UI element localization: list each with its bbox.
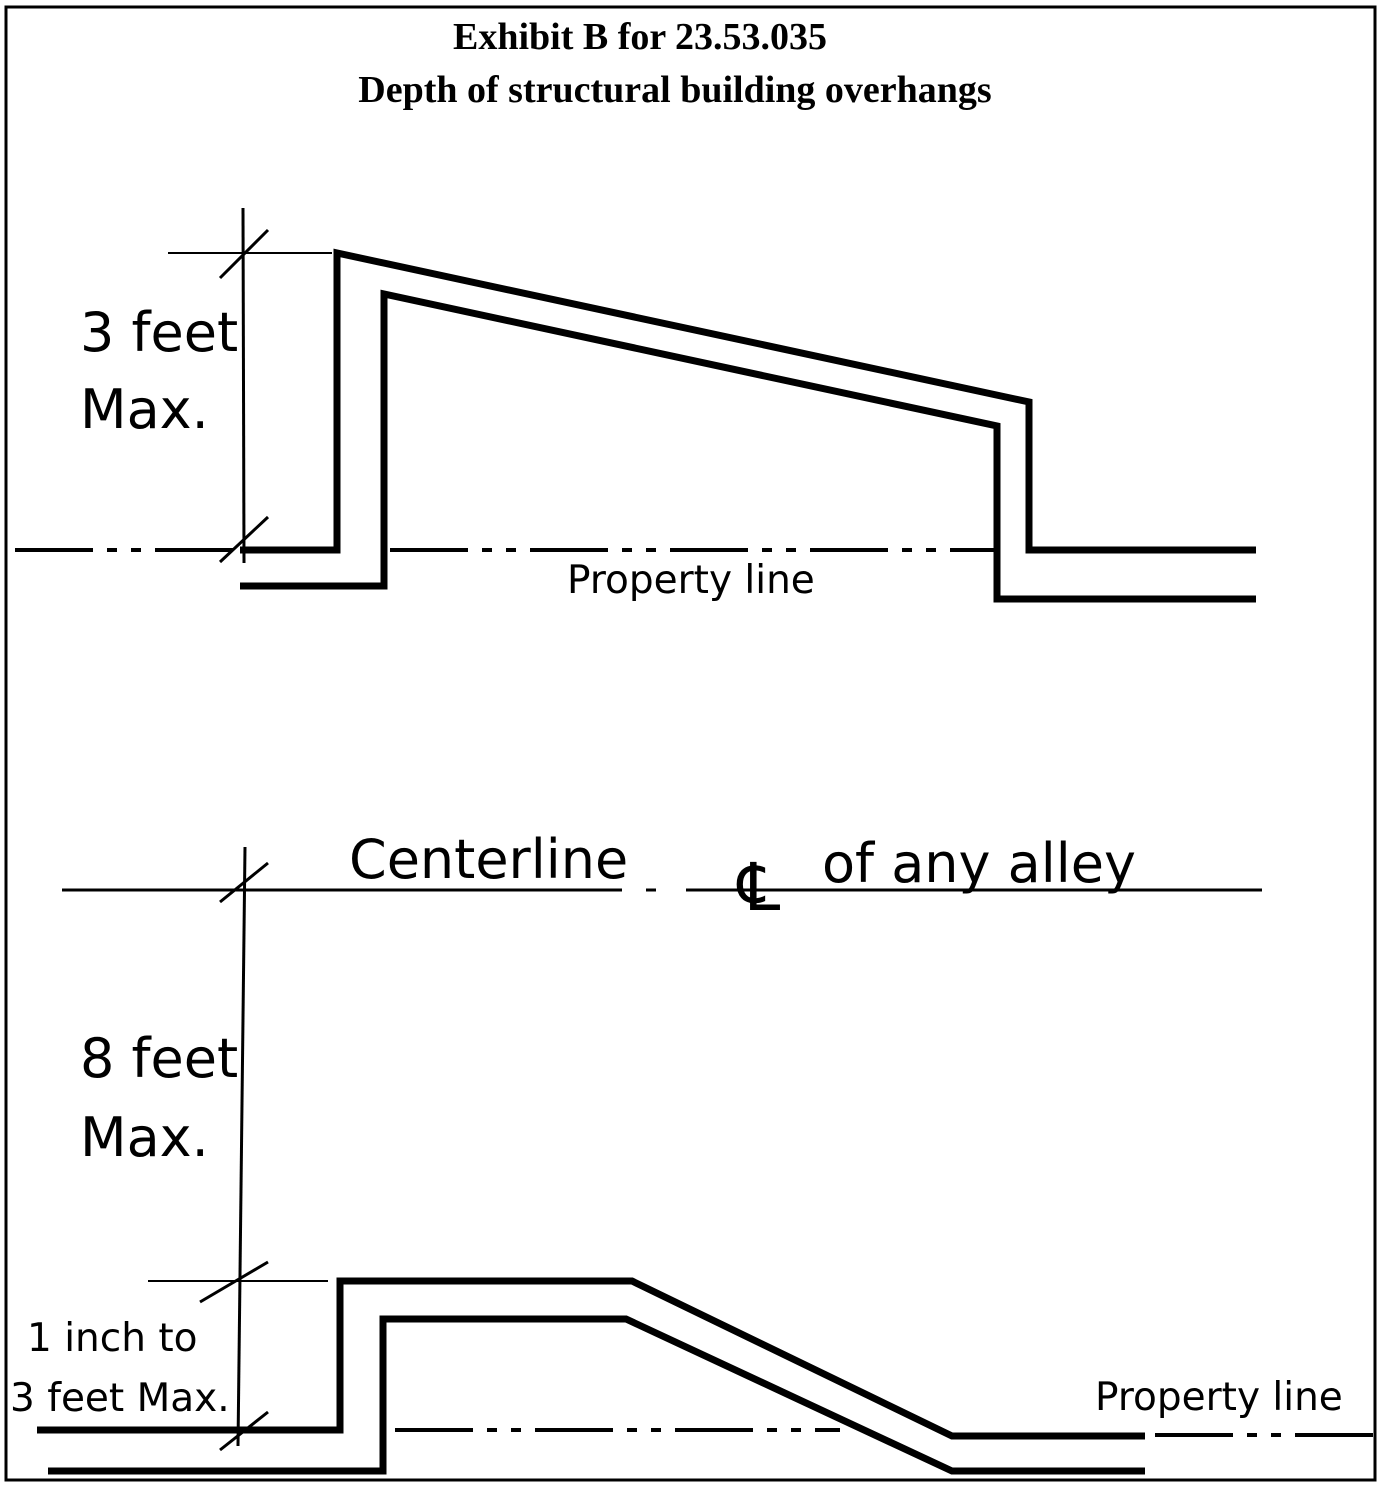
alley-dimension-label-1: 8 feet xyxy=(80,1027,238,1090)
top-property-line-label: Property line xyxy=(567,558,815,603)
alley-label: of any alley xyxy=(822,832,1136,895)
bottom-overhang-diagram: Centerline ℄ of any alley 8 feet Max. 1 … xyxy=(10,828,1375,1475)
bottom-inner-wall xyxy=(48,1315,1145,1475)
top-inner-wall xyxy=(240,289,1256,603)
overhang-tick-upper xyxy=(199,1260,269,1304)
overhang-dimension-label-1: 1 inch to xyxy=(27,1316,197,1361)
alley-dimension-label-2: Max. xyxy=(80,1106,209,1169)
top-tick-lower xyxy=(218,515,270,564)
exhibit-subtitle: Depth of structural building overhangs xyxy=(358,69,991,111)
top-dimension-label-2: Max. xyxy=(80,378,209,441)
figure-border xyxy=(4,5,1377,1482)
centerline-symbol: ℄ xyxy=(736,849,781,926)
top-dimension-label-1: 3 feet xyxy=(80,301,238,364)
exhibit-title: Exhibit B for 23.53.035 xyxy=(453,16,827,58)
centerline-label: Centerline xyxy=(349,828,628,891)
top-overhang-diagram: 3 feet Max. Property line xyxy=(15,207,1256,603)
overhang-dimension-label-2: 3 feet Max. xyxy=(10,1376,230,1421)
top-dimension-line xyxy=(241,207,246,564)
top-tick-upper xyxy=(218,228,270,280)
bottom-property-line-label: Property line xyxy=(1095,1375,1343,1420)
bottom-outer-wall xyxy=(37,1277,1145,1440)
alley-tick-upper xyxy=(219,861,269,904)
top-outer-wall xyxy=(240,248,1256,554)
alley-dimension-line xyxy=(236,846,247,1447)
